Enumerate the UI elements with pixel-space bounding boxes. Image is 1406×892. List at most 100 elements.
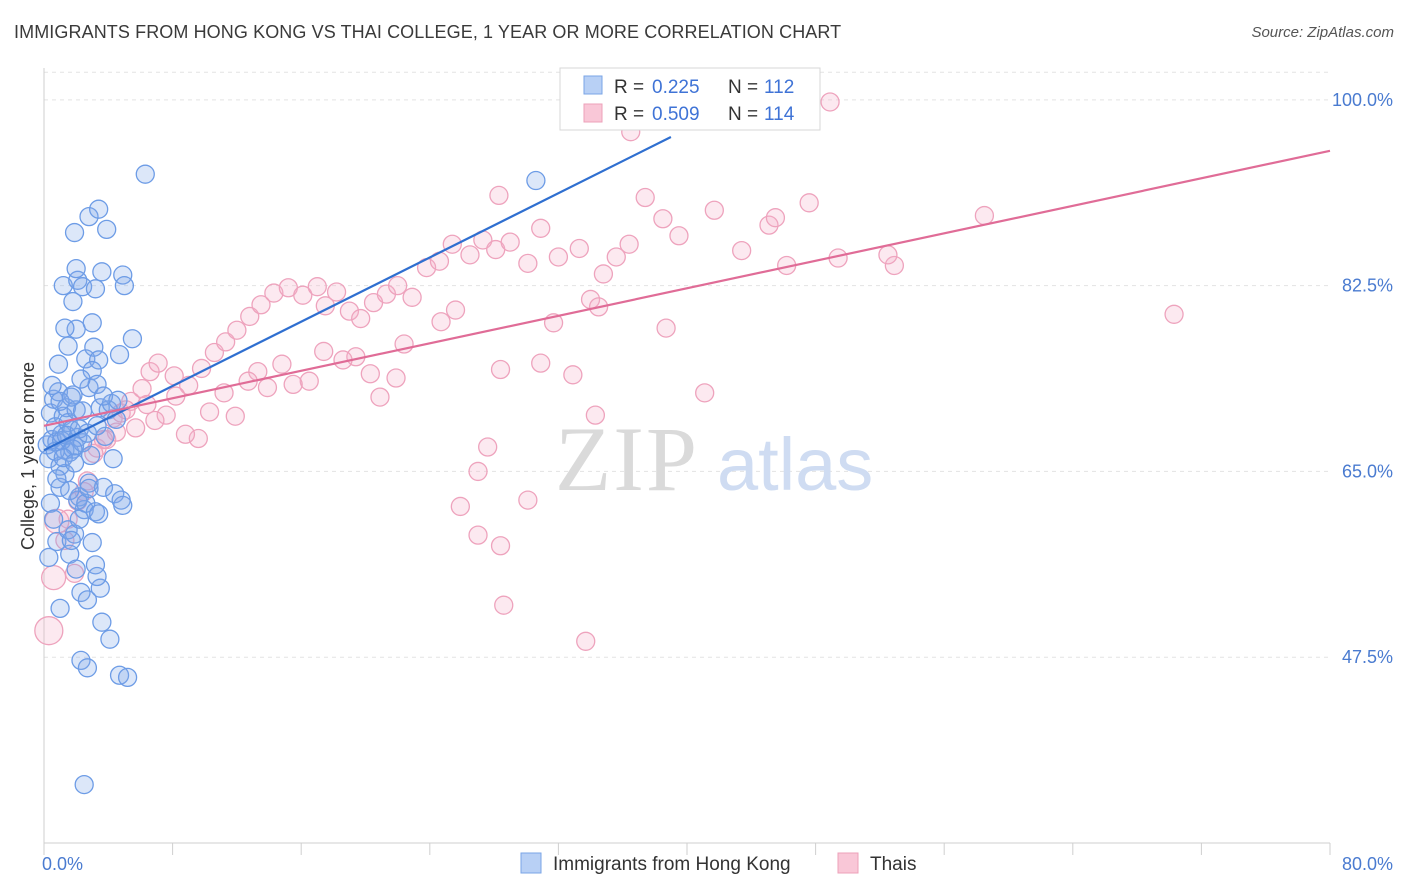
hongkong-point-67: [526, 170, 546, 191]
hongkong-point-100: [60, 480, 80, 501]
watermark: ZIP atlas: [555, 408, 873, 510]
legend-n-label-blue: N =: [728, 77, 758, 98]
y-tick-label-2: 82.5%: [1342, 276, 1393, 296]
hongkong-point-84: [85, 502, 106, 522]
thai-trend-line: [43, 149, 1331, 427]
legend-n-value-pink: 114: [764, 104, 795, 125]
hongkong-point-34: [77, 590, 98, 610]
thai-point-44: [569, 238, 589, 259]
hongkong-point-41: [117, 667, 138, 688]
chart-title: IMMIGRANTS FROM HONG KONG VS THAI COLLEG…: [14, 22, 842, 42]
thai-point-68: [468, 525, 488, 545]
hongkong-point-37: [100, 629, 120, 649]
hongkong-point-39: [77, 658, 98, 678]
thai-point-53: [732, 240, 752, 261]
thai-points: [34, 92, 1184, 651]
hongkong-point-36: [92, 612, 112, 632]
thai-point-111: [878, 245, 898, 265]
hongkong-point-48: [89, 350, 109, 370]
hongkong-point-105: [71, 369, 91, 389]
thai-point-18: [215, 332, 236, 352]
hongkong-point-54: [63, 291, 83, 312]
thai-point-40: [500, 232, 520, 252]
hongkong-point-63: [89, 199, 109, 219]
x-tick-label-max: 80.0%: [1342, 854, 1393, 874]
thai-point-59: [489, 185, 509, 206]
hongkong-point-61: [64, 222, 85, 243]
hongkong-point-86: [61, 530, 81, 551]
thai-point-85: [299, 371, 319, 391]
thai-point-56: [799, 193, 819, 213]
thai-point-86: [283, 374, 303, 395]
hongkong-point-51: [122, 329, 143, 349]
hongkong-point-109: [69, 509, 90, 529]
thai-point-100: [125, 418, 146, 438]
hongkong-point-89: [87, 566, 107, 587]
thai-point-54: [759, 215, 779, 235]
thai-point-62: [765, 208, 786, 228]
thai-point-42: [531, 218, 551, 238]
legend-n-label-pink: N =: [728, 104, 758, 125]
thai-point-69: [490, 536, 511, 556]
hongkong-point-108: [89, 504, 109, 524]
thai-point-33: [402, 287, 422, 307]
series-legend: Immigrants from Hong Kong Thais: [520, 852, 916, 875]
thai-point-97: [156, 405, 176, 425]
thai-point-43: [548, 247, 569, 267]
thai-point-41: [518, 253, 538, 273]
thai-point-64: [585, 405, 606, 425]
thai-point-71: [490, 359, 511, 380]
hongkong-point-30: [82, 532, 102, 553]
watermark-atlas: atlas: [717, 423, 873, 506]
thai-point-113: [1164, 304, 1184, 324]
hongkong-point-50: [109, 344, 130, 365]
thai-point-95: [175, 424, 196, 444]
thai-point-63: [695, 383, 715, 403]
thai-point-81: [370, 387, 390, 407]
legend-r-label-blue: R =: [614, 77, 644, 98]
thai-point-77: [445, 300, 466, 320]
hongkong-point-22: [47, 531, 67, 552]
hongkong-point-52: [55, 318, 75, 338]
thai-point-109: [518, 490, 538, 510]
bottom-legend-label-blue: Immigrants from Hong Kong: [553, 854, 791, 875]
y-tick-label-0: 47.5%: [1342, 647, 1393, 667]
hongkong-point-65: [66, 259, 86, 279]
thai-point-66: [468, 461, 488, 482]
hongkong-point-1: [39, 449, 59, 469]
hongkong-point-102: [50, 391, 70, 412]
hongkong-point-38: [71, 650, 91, 671]
thai-point-52: [704, 200, 724, 220]
hongkong-point-98: [53, 447, 73, 468]
bottom-legend-label-pink: Thais: [870, 854, 916, 875]
thai-point-25: [307, 277, 327, 297]
hongkong-point-49: [82, 313, 102, 333]
legend-swatch-pink: [583, 103, 603, 123]
thai-point-58: [884, 255, 905, 276]
hongkong-point-110: [47, 469, 67, 489]
hongkong-point-42: [74, 774, 94, 795]
hongkong-point-58: [92, 262, 112, 282]
legend-n-value-blue: 112: [764, 77, 794, 98]
hongkong-point-78: [103, 449, 123, 469]
thai-point-79: [386, 368, 406, 388]
thai-point-20: [240, 306, 260, 327]
hongkong-point-103: [61, 387, 81, 407]
hongkong-point-66: [135, 164, 155, 184]
hongkong-point-44: [58, 336, 78, 356]
hongkong-point-35: [50, 598, 70, 619]
thai-point-93: [199, 402, 220, 422]
thai-point-37: [460, 245, 480, 265]
thai-point-65: [576, 631, 596, 651]
thai-point-70: [494, 595, 514, 615]
thai-point-48: [619, 234, 639, 254]
x-tick-label-min: 0.0%: [42, 854, 83, 874]
hongkong-point-57: [85, 279, 106, 299]
thai-point-76: [431, 312, 451, 332]
hongkong-point-53: [53, 275, 73, 296]
hongkong-point-79: [93, 477, 114, 497]
hongkong-point-33: [71, 582, 91, 603]
thai-point-32: [387, 275, 408, 296]
bottom-legend-swatch-blue: [520, 852, 542, 874]
